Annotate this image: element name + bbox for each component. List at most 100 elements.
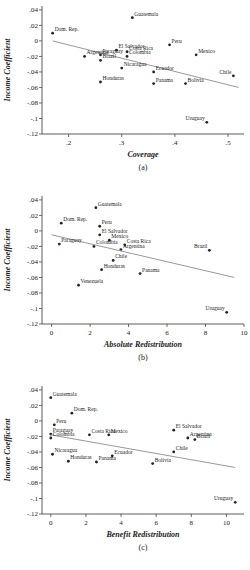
y-tick-label: .02 [29, 212, 38, 220]
x-tick [244, 324, 245, 327]
y-tick-label: 0 [35, 417, 39, 425]
x-tick-label: 0 [49, 519, 53, 527]
point-label: Mexico [198, 48, 215, 54]
point [98, 225, 101, 228]
y-tick-label: -.12 [27, 320, 39, 328]
point-label: Dom. Rep. [74, 406, 99, 412]
trend-line [51, 435, 235, 468]
x-tick [90, 324, 91, 327]
y-tick [39, 451, 42, 452]
x-tick [85, 514, 86, 517]
x-tick-label: 4 [119, 519, 123, 527]
point-label: Peru [102, 219, 112, 225]
y-tick [39, 277, 42, 278]
y-axis-label: Income Coefficient [3, 228, 12, 293]
point [126, 55, 129, 58]
y-tick [39, 118, 42, 119]
figure: .04.020-.02-.04-.06-.08-.1-.12.2.3.4.5In… [0, 0, 250, 570]
point [225, 311, 228, 314]
point [49, 396, 52, 399]
x-tick-label: 0 [50, 329, 54, 337]
y-tick-label: -.08 [27, 479, 39, 487]
point [193, 438, 196, 441]
point [205, 121, 208, 124]
x-tick-label: 6 [165, 329, 169, 337]
point-label: Ecuador [156, 65, 174, 71]
point [70, 412, 73, 415]
x-tick-label: .4 [172, 139, 178, 147]
point-labels: GuatemalaDom. Rep.PeruParaguayColombiaCo… [53, 391, 234, 502]
y-tick [39, 436, 42, 437]
point [107, 433, 110, 436]
point [234, 501, 237, 504]
point [88, 433, 91, 436]
point [151, 462, 154, 465]
point-label: Peru [56, 418, 66, 424]
point [51, 453, 54, 456]
point-label: Chile [115, 253, 127, 259]
point [152, 71, 155, 74]
panel: .04.020-.02-.04-.06-.08-.1-.120246810Inc… [3, 386, 244, 552]
y-tick-label: -.02 [27, 53, 39, 61]
y-tick-label: -.06 [27, 274, 39, 282]
point-label: Chile [176, 445, 188, 451]
point-labels: Dom. Rep.GuatemalaPeruEl SalvadorCosta R… [55, 11, 232, 122]
y-tick [39, 498, 42, 499]
x-tick-label: 2 [88, 329, 92, 337]
y-tick-label: .02 [29, 22, 38, 30]
point-label: Brazil [102, 53, 116, 59]
x-tick [228, 134, 229, 137]
y-tick-label: -.08 [27, 99, 39, 107]
point-label: Nicaragua [124, 61, 147, 67]
panel: .04.020-.02-.04-.06-.08-.1-.12.2.3.4.5In… [3, 6, 244, 172]
point-label: Peru [172, 38, 182, 44]
y-tick [39, 482, 42, 483]
x-tick-label: 4 [127, 329, 131, 337]
y-tick [39, 292, 42, 293]
y-tick-label: -.12 [27, 510, 39, 518]
point [49, 437, 52, 440]
point-label: Argentina [123, 243, 145, 249]
x-tick-label: 10 [241, 329, 249, 337]
x-tick-label: 6 [154, 519, 158, 527]
y-tick [39, 389, 42, 390]
y-tick-label: -.04 [27, 68, 39, 76]
y-tick-label: -.08 [27, 289, 39, 297]
x-axis-label: Benefit Redistribution [105, 530, 180, 539]
y-tick [39, 514, 42, 515]
trend-line [52, 235, 235, 278]
point-label: Chile [219, 69, 231, 75]
y-tick [39, 56, 42, 57]
point-label: Brazil [194, 243, 208, 249]
point-label: Uruguay [205, 305, 224, 311]
x-tick-label: .2 [66, 139, 72, 147]
point-label: Dom. Rep. [55, 26, 80, 32]
y-tick-label: -.1 [30, 115, 38, 123]
y-tick [39, 9, 42, 10]
caption: (c) [139, 543, 148, 552]
y-axis-label: Income Coefficient [3, 38, 12, 103]
point [98, 233, 101, 236]
point-label: Panama [142, 267, 160, 273]
y-tick-label: .04 [29, 6, 38, 14]
y-tick-label: -.02 [27, 243, 39, 251]
y-tick [39, 102, 42, 103]
point [126, 50, 129, 53]
x-tick [121, 514, 122, 517]
point [100, 268, 103, 271]
y-tick [39, 467, 42, 468]
y-tick [39, 87, 42, 88]
y-axis-label: Income Coefficient [3, 418, 12, 483]
y-tick-label: -.04 [27, 258, 39, 266]
x-tick-label: .5 [225, 139, 231, 147]
x-tick-label: 8 [190, 519, 194, 527]
y-tick-label: .04 [29, 386, 38, 394]
y-tick-label: .04 [29, 196, 38, 204]
y-tick-label: -.1 [30, 305, 38, 313]
y-tick-label: -.1 [30, 495, 38, 503]
x-axis-label: Absolute Redistribution [103, 340, 183, 349]
x-tick [156, 514, 157, 517]
point-label: Colombia [53, 431, 75, 437]
x-tick [128, 324, 129, 327]
point-label: El Salvador [176, 423, 202, 429]
